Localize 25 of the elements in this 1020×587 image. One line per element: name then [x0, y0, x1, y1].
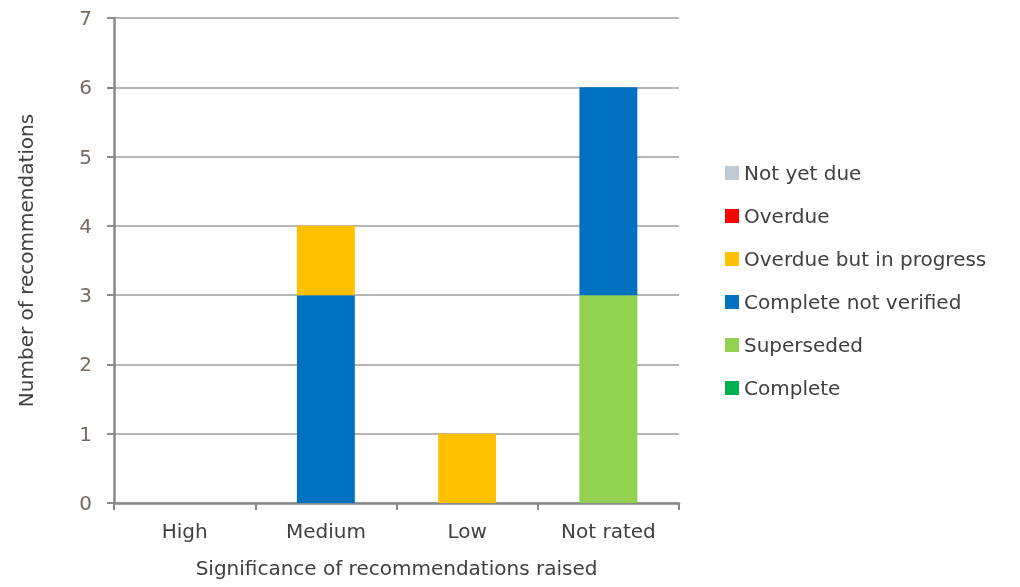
- y-tick-label: 2: [79, 352, 92, 377]
- x-tick-label: Low: [447, 519, 487, 543]
- x-tick-label: Medium: [285, 519, 366, 543]
- x-tick-label: High: [161, 519, 208, 543]
- legend-label: Superseded: [744, 333, 864, 357]
- legend-label: Complete: [744, 376, 841, 400]
- bar: [296, 295, 355, 503]
- y-tick-label: 7: [79, 6, 92, 30]
- y-tick-label: 0: [79, 491, 92, 515]
- x-axis-title: Significance of recommendations raised: [195, 556, 598, 580]
- y-tick-label: 6: [79, 75, 92, 100]
- x-tick-label: Not rated: [561, 519, 656, 543]
- bar: [296, 225, 355, 296]
- bar: [579, 295, 638, 503]
- legend-label: Overdue but in progress: [744, 247, 987, 271]
- y-axis-title: Number of recommendations: [14, 113, 38, 408]
- y-tick-label: 1: [79, 421, 92, 446]
- bar: [579, 87, 638, 296]
- legend-label: Overdue: [744, 204, 830, 228]
- legend-label: Not yet due: [744, 161, 862, 185]
- y-tick-label: 3: [79, 283, 92, 308]
- y-tick-label: 5: [79, 144, 92, 169]
- y-tick-label: 4: [79, 213, 92, 238]
- legend-label: Complete not verified: [744, 290, 962, 314]
- bar: [438, 433, 497, 503]
